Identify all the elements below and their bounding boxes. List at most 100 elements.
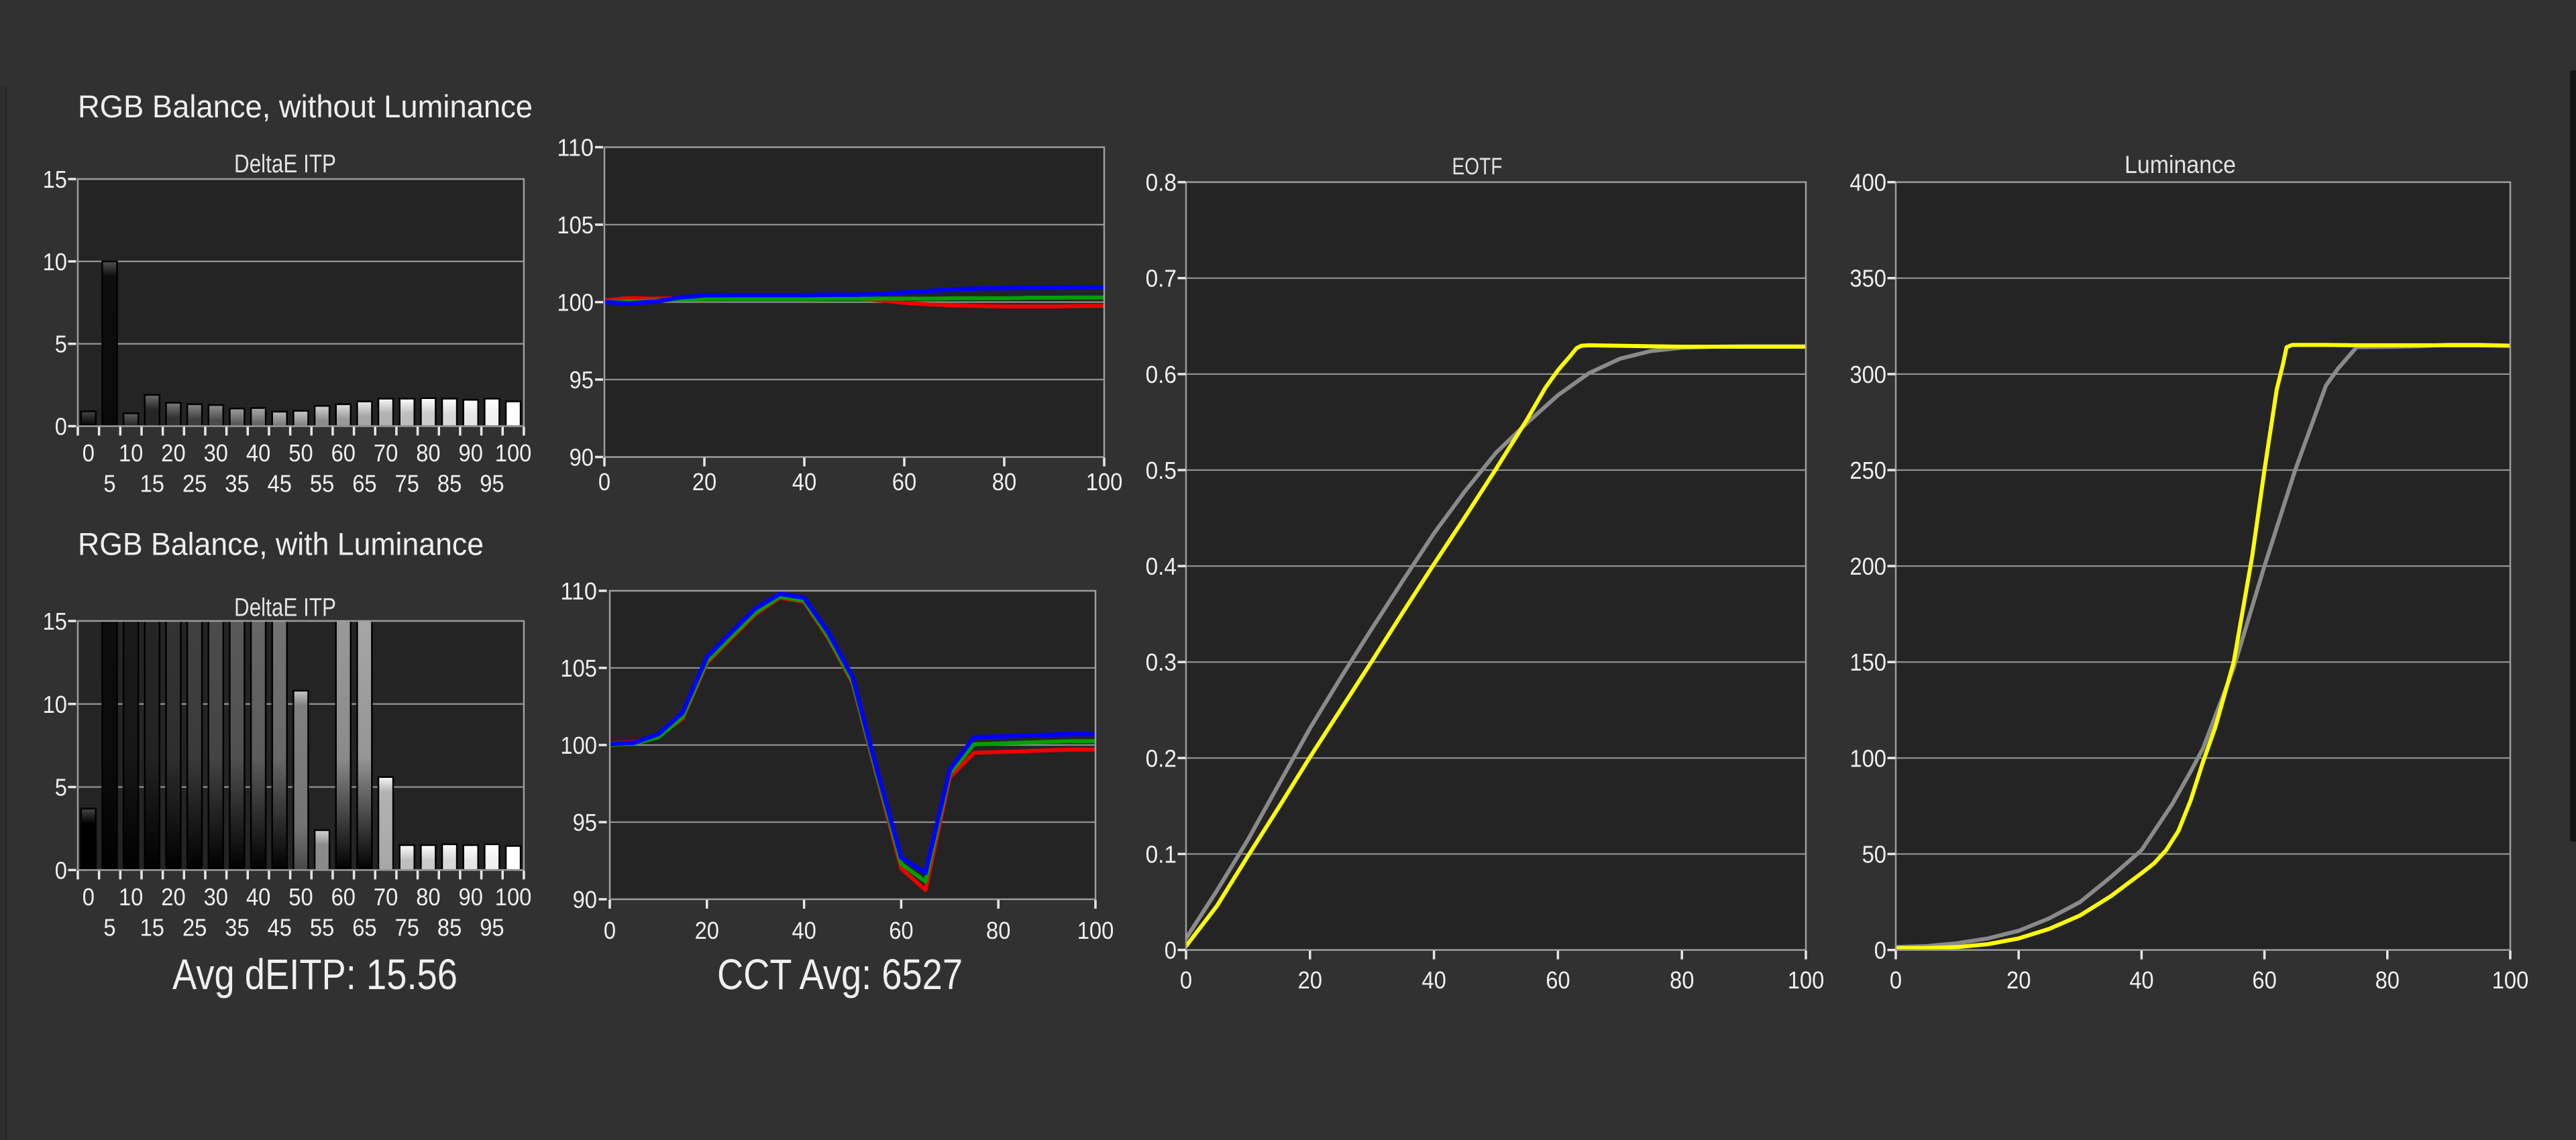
- svg-text:0.3: 0.3: [1146, 648, 1177, 676]
- svg-text:100: 100: [1077, 917, 1114, 944]
- svg-text:20: 20: [2006, 966, 2031, 994]
- svg-text:110: 110: [557, 134, 594, 162]
- svg-text:100: 100: [1849, 744, 1886, 772]
- svg-text:10: 10: [119, 883, 143, 911]
- svg-text:200: 200: [1849, 553, 1886, 580]
- svg-text:0.4: 0.4: [1146, 553, 1177, 580]
- svg-text:15: 15: [43, 608, 67, 635]
- svg-text:45: 45: [268, 470, 292, 498]
- svg-text:EOTF: EOTF: [1452, 154, 1503, 180]
- svg-text:0: 0: [604, 917, 616, 944]
- svg-text:70: 70: [374, 439, 398, 467]
- svg-text:100: 100: [1788, 966, 1825, 994]
- svg-text:0.8: 0.8: [1146, 169, 1177, 196]
- svg-text:5: 5: [55, 331, 67, 358]
- svg-text:10: 10: [43, 248, 67, 276]
- svg-text:40: 40: [246, 439, 270, 467]
- svg-text:55: 55: [310, 470, 334, 498]
- svg-text:15: 15: [140, 470, 164, 498]
- svg-text:150: 150: [1849, 648, 1886, 676]
- svg-text:20: 20: [161, 883, 185, 911]
- svg-text:50: 50: [1862, 840, 1886, 868]
- svg-text:35: 35: [225, 913, 249, 941]
- svg-text:15: 15: [43, 166, 67, 193]
- svg-text:105: 105: [560, 654, 597, 682]
- svg-text:50: 50: [288, 439, 313, 467]
- svg-text:0: 0: [55, 413, 67, 441]
- svg-text:110: 110: [560, 577, 597, 605]
- svg-text:5: 5: [55, 774, 67, 801]
- svg-text:55: 55: [310, 913, 334, 941]
- svg-text:65: 65: [352, 470, 376, 498]
- svg-text:250: 250: [1849, 457, 1886, 484]
- svg-text:95: 95: [573, 809, 597, 836]
- svg-text:0: 0: [1180, 966, 1192, 994]
- svg-text:300: 300: [1849, 361, 1886, 388]
- svg-text:60: 60: [331, 439, 356, 467]
- svg-text:40: 40: [792, 917, 816, 944]
- svg-text:Avg dEITP: 15.56: Avg dEITP: 15.56: [172, 950, 458, 999]
- svg-text:DeltaE ITP: DeltaE ITP: [234, 150, 336, 178]
- svg-text:50: 50: [288, 883, 313, 911]
- svg-text:25: 25: [182, 913, 207, 941]
- svg-text:20: 20: [161, 439, 185, 467]
- svg-text:95: 95: [480, 470, 504, 498]
- svg-text:90: 90: [573, 886, 597, 913]
- svg-text:90: 90: [459, 439, 483, 467]
- svg-text:80: 80: [1670, 966, 1694, 994]
- svg-text:100: 100: [557, 289, 594, 317]
- svg-text:0.5: 0.5: [1146, 457, 1177, 484]
- svg-text:0: 0: [598, 468, 610, 496]
- svg-text:80: 80: [992, 468, 1016, 496]
- svg-text:100: 100: [2492, 966, 2529, 994]
- svg-text:80: 80: [416, 439, 440, 467]
- svg-text:40: 40: [1421, 966, 1446, 994]
- svg-text:100: 100: [1086, 468, 1123, 496]
- svg-text:400: 400: [1849, 169, 1886, 196]
- svg-text:5: 5: [103, 470, 115, 498]
- svg-text:0: 0: [83, 439, 95, 467]
- svg-text:20: 20: [692, 468, 716, 496]
- svg-text:0: 0: [83, 883, 95, 911]
- svg-text:0: 0: [1165, 937, 1177, 964]
- svg-text:80: 80: [416, 883, 440, 911]
- svg-text:95: 95: [480, 913, 504, 941]
- svg-text:0.6: 0.6: [1146, 361, 1177, 388]
- svg-text:60: 60: [1546, 966, 1570, 994]
- svg-text:RGB Balance, with Luminance: RGB Balance, with Luminance: [78, 526, 484, 562]
- svg-text:100: 100: [560, 732, 597, 759]
- svg-text:15: 15: [140, 913, 164, 941]
- svg-text:0.1: 0.1: [1146, 840, 1177, 868]
- svg-text:RGB Balance, without Luminance: RGB Balance, without Luminance: [78, 89, 533, 124]
- svg-text:10: 10: [119, 439, 143, 467]
- svg-text:80: 80: [986, 917, 1010, 944]
- svg-text:75: 75: [395, 470, 419, 498]
- svg-text:0: 0: [1890, 966, 1902, 994]
- svg-text:60: 60: [892, 468, 916, 496]
- svg-text:60: 60: [2252, 966, 2276, 994]
- svg-text:20: 20: [695, 917, 719, 944]
- svg-text:40: 40: [2129, 966, 2153, 994]
- svg-text:80: 80: [2375, 966, 2400, 994]
- svg-text:25: 25: [182, 470, 207, 498]
- svg-text:40: 40: [792, 468, 816, 496]
- svg-text:10: 10: [43, 691, 67, 718]
- svg-text:85: 85: [437, 470, 462, 498]
- svg-text:0: 0: [55, 856, 67, 884]
- svg-text:60: 60: [889, 917, 913, 944]
- svg-text:100: 100: [495, 439, 532, 467]
- svg-text:0.7: 0.7: [1146, 265, 1177, 292]
- svg-text:350: 350: [1849, 265, 1886, 292]
- svg-text:CCT Avg: 6527: CCT Avg: 6527: [717, 950, 963, 999]
- svg-text:105: 105: [557, 211, 594, 239]
- svg-text:70: 70: [374, 883, 398, 911]
- svg-text:DeltaE ITP: DeltaE ITP: [234, 594, 336, 622]
- svg-text:0.2: 0.2: [1146, 744, 1177, 772]
- svg-text:Luminance: Luminance: [2125, 151, 2236, 178]
- svg-text:90: 90: [459, 883, 483, 911]
- svg-text:75: 75: [395, 913, 419, 941]
- svg-text:65: 65: [352, 913, 376, 941]
- svg-text:20: 20: [1298, 966, 1322, 994]
- svg-text:40: 40: [246, 883, 270, 911]
- svg-text:5: 5: [103, 913, 115, 941]
